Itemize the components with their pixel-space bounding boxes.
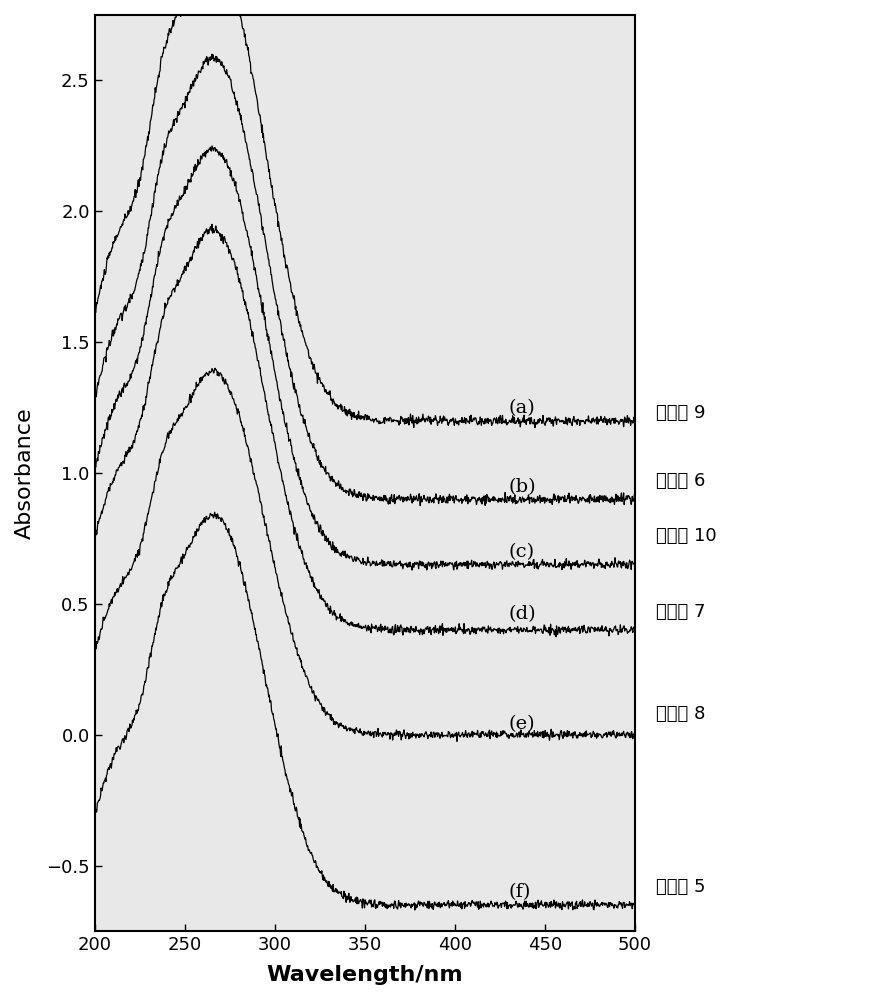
Y-axis label: Absorbance: Absorbance — [15, 407, 35, 539]
Text: 实施例 10: 实施例 10 — [656, 527, 716, 545]
Text: (d): (d) — [509, 605, 536, 623]
Text: 实施例 5: 实施例 5 — [656, 878, 706, 896]
Text: (b): (b) — [509, 478, 536, 496]
Text: 实施例 8: 实施例 8 — [656, 705, 706, 723]
Text: (a): (a) — [509, 399, 535, 417]
Text: 实施例 6: 实施例 6 — [656, 472, 706, 490]
Text: (f): (f) — [509, 883, 532, 901]
Text: 实施例 7: 实施例 7 — [656, 603, 706, 621]
X-axis label: Wavelength/nm: Wavelength/nm — [267, 965, 463, 985]
Text: 实施例 9: 实施例 9 — [656, 404, 706, 422]
Text: (c): (c) — [509, 543, 535, 561]
Text: (e): (e) — [509, 715, 535, 733]
